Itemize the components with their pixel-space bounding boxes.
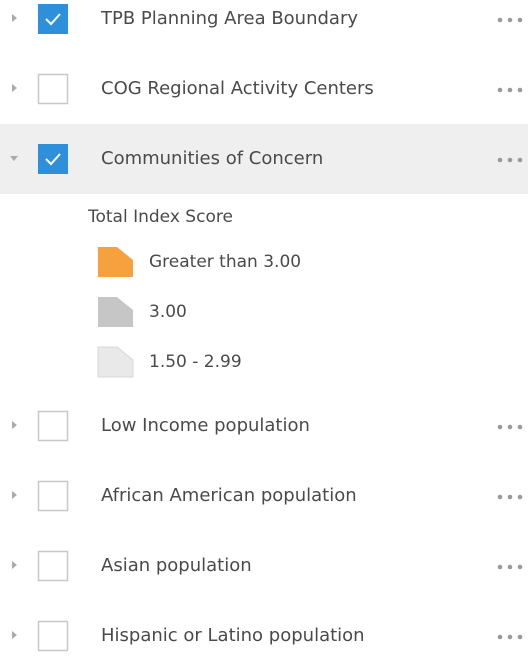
checkbox[interactable] <box>37 620 69 652</box>
options-menu[interactable] <box>496 85 526 95</box>
legend-swatch <box>97 346 134 378</box>
layer-name: African American population <box>101 485 357 506</box>
checkbox[interactable] <box>37 73 69 105</box>
checkbox-box <box>37 620 69 652</box>
menu-dot <box>497 564 503 570</box>
legend-label: Greater than 3.00 <box>149 252 302 272</box>
layer-name: Asian population <box>101 555 252 576</box>
checkbox-box <box>38 4 68 34</box>
menu-dot <box>507 494 513 500</box>
legend-label: 3.00 <box>149 302 187 322</box>
expand-arrow[interactable] <box>9 490 21 502</box>
swatch-shape <box>98 247 133 277</box>
options-menu[interactable] <box>496 562 526 572</box>
menu-dot <box>517 564 523 570</box>
swatch-shape <box>98 297 133 327</box>
checkbox-box <box>37 480 69 512</box>
layer-row: Hispanic or Latino population <box>0 601 528 671</box>
options-menu[interactable] <box>496 422 526 432</box>
options-menu[interactable] <box>496 632 526 642</box>
layer-list: TPB Planning Area Boundary COG Regional A… <box>0 0 528 652</box>
expand-arrow[interactable] <box>9 420 21 432</box>
options-menu[interactable] <box>496 15 526 25</box>
menu-dot <box>507 634 513 640</box>
menu-dot <box>507 564 513 570</box>
legend-swatch <box>98 247 133 277</box>
expand-arrow[interactable] <box>9 83 21 95</box>
menu-dot <box>517 87 523 93</box>
checkbox-box <box>37 410 69 442</box>
arrow-shape <box>12 84 17 92</box>
layer-row: Low Income population <box>0 391 528 461</box>
menu-dot <box>507 87 513 93</box>
expand-arrow[interactable] <box>9 630 21 642</box>
swatch-shape <box>97 346 134 378</box>
options-menu[interactable] <box>496 155 526 165</box>
checkbox[interactable] <box>37 3 69 35</box>
menu-dot <box>497 17 503 23</box>
arrow-shape <box>12 14 17 22</box>
layer-row: TPB Planning Area Boundary <box>0 0 528 54</box>
arrow-shape <box>12 561 17 569</box>
menu-dot <box>497 494 503 500</box>
arrow-shape <box>12 631 17 639</box>
layer-row: Asian population <box>0 531 528 601</box>
layer-name: Hispanic or Latino population <box>101 625 365 646</box>
arrow-shape <box>10 156 18 161</box>
arrow-shape <box>12 421 17 429</box>
menu-dot <box>517 494 523 500</box>
layer-name: Low Income population <box>101 415 310 436</box>
menu-dot <box>507 424 513 430</box>
checkbox[interactable] <box>37 550 69 582</box>
checkbox[interactable] <box>37 143 69 175</box>
menu-dot <box>507 157 513 163</box>
checkbox-box <box>38 144 68 174</box>
checkmark <box>45 13 61 26</box>
checkbox-box <box>37 550 69 582</box>
collapse-arrow[interactable] <box>9 153 21 165</box>
layer-name: TPB Planning Area Boundary <box>101 8 359 29</box>
menu-dot <box>497 157 503 163</box>
layer-row: Communities of Concern <box>0 124 528 194</box>
checkbox[interactable] <box>37 410 69 442</box>
expand-arrow[interactable] <box>9 13 21 25</box>
menu-dot <box>497 87 503 93</box>
menu-dot <box>507 17 513 23</box>
menu-dot <box>497 634 503 640</box>
menu-dot <box>497 424 503 430</box>
legend-label: 1.50 - 2.99 <box>149 352 242 372</box>
checkmark <box>45 153 61 166</box>
checkbox[interactable] <box>37 480 69 512</box>
legend-swatch <box>98 297 133 327</box>
layer-name: COG Regional Activity Centers <box>101 78 374 99</box>
legend-title: Total Index Score <box>88 207 233 227</box>
checkbox-box <box>37 73 69 105</box>
layer-row: COG Regional Activity Centers <box>0 54 528 124</box>
arrow-shape <box>12 491 17 499</box>
expand-arrow[interactable] <box>9 560 21 572</box>
menu-dot <box>517 17 523 23</box>
menu-dot <box>517 424 523 430</box>
menu-dot <box>517 634 523 640</box>
layer-row: African American population <box>0 461 528 531</box>
menu-dot <box>517 157 523 163</box>
layer-name: Communities of Concern <box>101 148 324 169</box>
options-menu[interactable] <box>496 492 526 502</box>
